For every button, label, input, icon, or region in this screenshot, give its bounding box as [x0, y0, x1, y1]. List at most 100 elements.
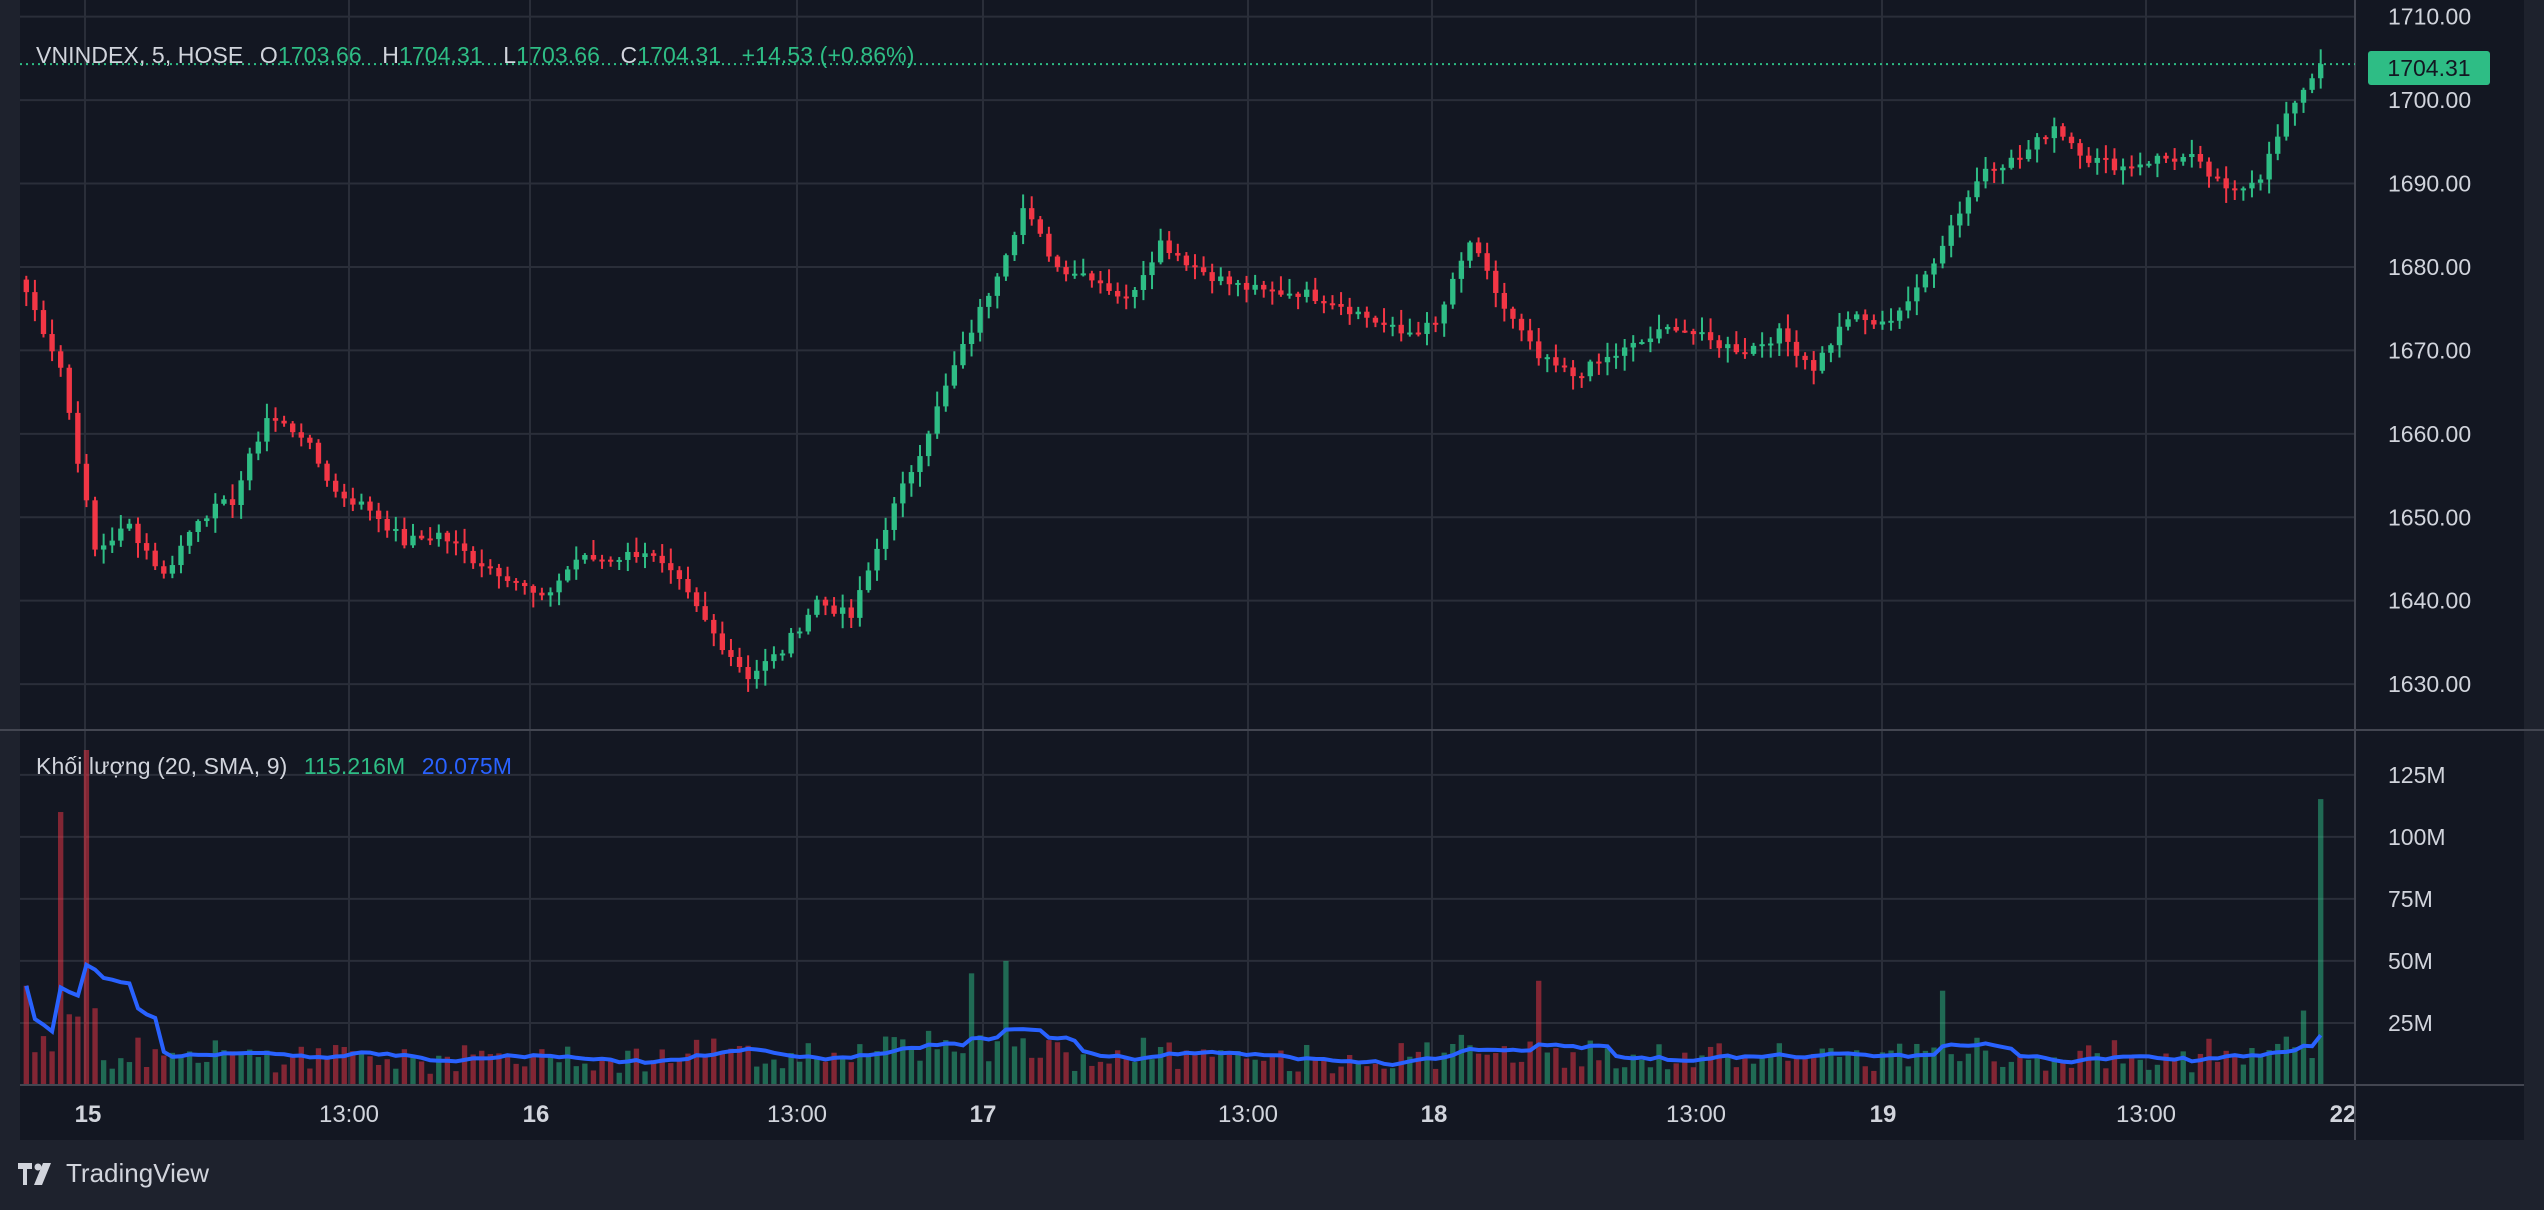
- candle[interactable]: [1785, 314, 1791, 357]
- candle[interactable]: [968, 319, 975, 357]
- volume-bar[interactable]: [917, 1060, 923, 1085]
- volume-bar[interactable]: [1157, 1047, 1164, 1085]
- candle[interactable]: [2111, 148, 2118, 175]
- candle[interactable]: [1475, 237, 1482, 257]
- candle[interactable]: [539, 587, 545, 601]
- volume-bar[interactable]: [195, 1062, 201, 1085]
- volume-bar[interactable]: [2318, 799, 2324, 1085]
- volume-bar[interactable]: [2154, 1064, 2161, 1085]
- candle[interactable]: [1544, 354, 1550, 373]
- volume-bar[interactable]: [2214, 1061, 2221, 1085]
- volume-bar[interactable]: [1046, 1040, 1052, 1085]
- candle[interactable]: [599, 554, 605, 569]
- candle[interactable]: [2206, 157, 2212, 188]
- candle[interactable]: [1029, 196, 1035, 226]
- volume-bar[interactable]: [1630, 1054, 1636, 1085]
- candle[interactable]: [1089, 270, 1095, 288]
- volume-bar[interactable]: [2086, 1045, 2092, 1085]
- volume-bar[interactable]: [1226, 1054, 1233, 1085]
- volume-bar[interactable]: [934, 1049, 940, 1085]
- volume-bar[interactable]: [711, 1038, 717, 1085]
- candle[interactable]: [298, 423, 304, 447]
- volume-bar[interactable]: [1768, 1055, 1774, 1085]
- volume-bar[interactable]: [2266, 1050, 2272, 1085]
- volume-bar[interactable]: [143, 1067, 150, 1085]
- candle[interactable]: [2120, 158, 2126, 185]
- candle[interactable]: [814, 595, 820, 618]
- volume-bar[interactable]: [1218, 1050, 1224, 1085]
- volume-bar[interactable]: [281, 1064, 287, 1085]
- volume-bar[interactable]: [350, 1051, 356, 1085]
- volume-bar[interactable]: [745, 1045, 751, 1085]
- candle[interactable]: [1690, 328, 1697, 345]
- candle[interactable]: [229, 484, 236, 518]
- candle[interactable]: [2300, 87, 2307, 113]
- candle[interactable]: [1312, 277, 1318, 304]
- volume-bar[interactable]: [410, 1056, 416, 1085]
- price-candles[interactable]: [23, 49, 2324, 692]
- candle[interactable]: [307, 434, 313, 450]
- volume-bar[interactable]: [1570, 1052, 1576, 1085]
- volume-bar[interactable]: [1235, 1050, 1241, 1085]
- volume-bar[interactable]: [229, 1051, 236, 1085]
- candle[interactable]: [977, 298, 983, 342]
- candle[interactable]: [32, 279, 38, 322]
- candle[interactable]: [522, 580, 528, 595]
- candle[interactable]: [324, 460, 330, 487]
- volume-bar[interactable]: [788, 1053, 794, 1085]
- volume-bar[interactable]: [1424, 1042, 1430, 1085]
- candle[interactable]: [2223, 166, 2229, 203]
- candle[interactable]: [1879, 310, 1886, 330]
- volume-bar[interactable]: [513, 1063, 519, 1085]
- candle[interactable]: [1828, 343, 1834, 363]
- candle[interactable]: [805, 608, 811, 635]
- candle[interactable]: [1811, 351, 1817, 385]
- volume-bars[interactable]: [23, 750, 2324, 1085]
- candle[interactable]: [1957, 201, 1963, 238]
- candle[interactable]: [754, 659, 760, 689]
- volume-bar[interactable]: [539, 1049, 545, 1085]
- volume-bar[interactable]: [2249, 1048, 2255, 1085]
- candle[interactable]: [1235, 279, 1241, 297]
- volume-bar[interactable]: [247, 1049, 253, 1085]
- volume-bar[interactable]: [1003, 960, 1009, 1085]
- candle[interactable]: [49, 319, 55, 362]
- volume-bar[interactable]: [66, 1014, 72, 1085]
- volume-bar[interactable]: [994, 1041, 1001, 1085]
- volume-bar[interactable]: [2060, 1062, 2066, 1085]
- volume-bar[interactable]: [1888, 1050, 1894, 1085]
- candle[interactable]: [839, 594, 846, 629]
- candle[interactable]: [2051, 117, 2057, 153]
- volume-bar[interactable]: [1785, 1060, 1791, 1085]
- candle[interactable]: [401, 517, 408, 549]
- volume-bar[interactable]: [1269, 1056, 1275, 1085]
- volume-bar[interactable]: [186, 1051, 193, 1085]
- candle[interactable]: [582, 553, 588, 564]
- candle[interactable]: [1819, 346, 1825, 374]
- candle[interactable]: [1630, 335, 1636, 362]
- candle[interactable]: [178, 535, 184, 574]
- volume-bar[interactable]: [728, 1048, 734, 1085]
- tradingview-logo[interactable]: TradingView: [18, 1158, 209, 1189]
- volume-bar[interactable]: [1518, 1061, 1525, 1085]
- volume-bar[interactable]: [2257, 1056, 2264, 1085]
- candle[interactable]: [1553, 344, 1559, 373]
- candle[interactable]: [693, 587, 700, 612]
- candle[interactable]: [513, 578, 519, 591]
- volume-bar[interactable]: [831, 1052, 837, 1085]
- volume-bar[interactable]: [1286, 1071, 1293, 1085]
- volume-bar[interactable]: [2120, 1063, 2126, 1085]
- candle[interactable]: [702, 591, 708, 622]
- candle[interactable]: [1166, 231, 1172, 260]
- volume-bar[interactable]: [1965, 1053, 1972, 1085]
- candle[interactable]: [2292, 100, 2298, 126]
- candle[interactable]: [1175, 243, 1181, 262]
- volume-bar[interactable]: [2275, 1043, 2281, 1085]
- candle[interactable]: [2068, 132, 2075, 149]
- volume-bar[interactable]: [444, 1056, 451, 1085]
- volume-bar[interactable]: [1544, 1052, 1550, 1085]
- volume-bar[interactable]: [479, 1050, 485, 1085]
- volume-bar[interactable]: [1432, 1068, 1439, 1085]
- volume-bar[interactable]: [1819, 1048, 1825, 1085]
